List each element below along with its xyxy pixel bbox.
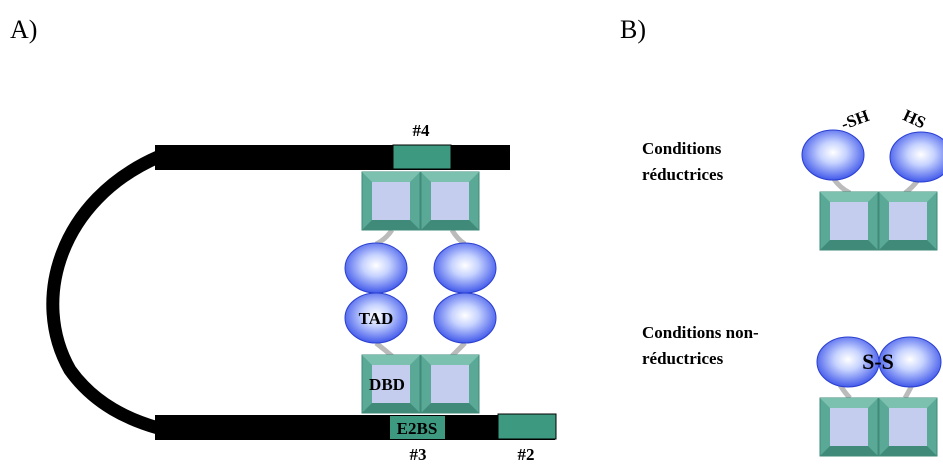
condition-label: Conditions [642,139,722,158]
panel-label: A) [10,15,37,44]
domain-square [421,355,479,413]
dna-strand [155,415,555,440]
domain-square [421,172,479,230]
site-label: #4 [413,121,431,140]
thiol-label: -SH [839,106,872,134]
dna-strand [155,145,510,170]
domain-label: TAD [359,309,394,328]
domain-square [820,398,878,456]
dna-loop [53,157,158,428]
site-box [393,145,451,169]
site-label: #3 [410,445,427,464]
domain-square [820,192,878,250]
domain-oval [434,293,496,343]
condition-label: réductrices [642,165,724,184]
domain-square [879,192,937,250]
site-box [498,414,556,439]
domain-label: DBD [369,375,405,394]
linker [833,178,918,193]
thiol-label: HS [900,106,929,133]
condition-label: réductrices [642,349,724,368]
condition-label: Conditions non- [642,323,759,342]
domain-square [879,398,937,456]
domain-oval [890,132,943,182]
site-label: #2 [518,445,535,464]
domain-square [362,172,420,230]
domain-oval [345,243,407,293]
disulfide-label: S-S [862,349,894,374]
panel-label: B) [620,15,646,44]
domain-oval [434,243,496,293]
diagram: A) B) #4 E2BS #3 #2 TAD DBD Conditions r… [0,0,943,464]
domain-oval [802,130,864,180]
box-label: E2BS [397,419,438,438]
